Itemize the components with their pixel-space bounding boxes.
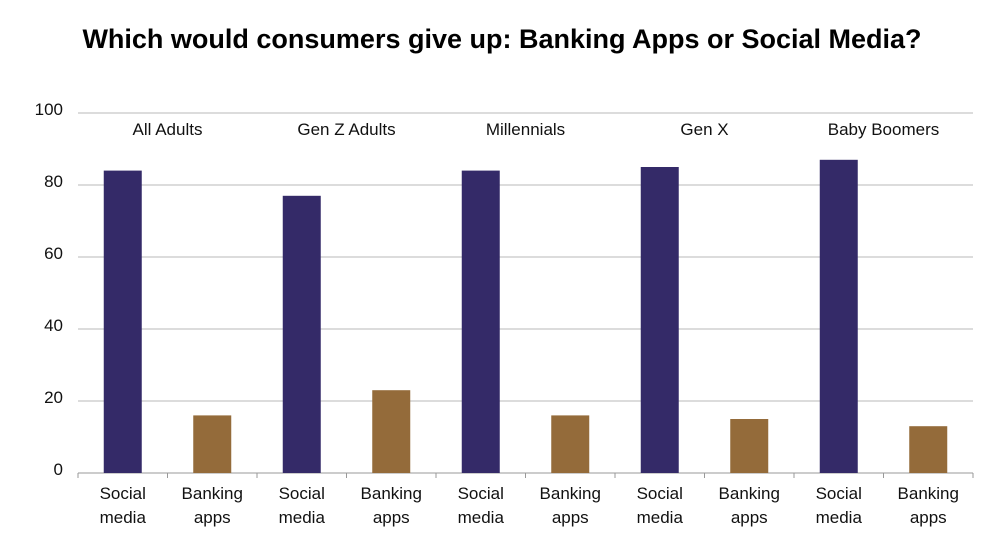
bar <box>282 195 321 474</box>
bar <box>551 415 590 473</box>
x-tick-label: media <box>458 508 505 527</box>
bar <box>103 170 142 473</box>
x-tick-label: Social <box>816 484 862 503</box>
x-tick-label: apps <box>194 508 231 527</box>
y-tick-label: 0 <box>54 460 63 479</box>
x-tick-label: Social <box>100 484 146 503</box>
group-label: Gen Z Adults <box>297 120 395 139</box>
bar <box>193 415 232 473</box>
x-tick-label: media <box>100 508 147 527</box>
x-tick-label: media <box>637 508 684 527</box>
chart-title: Which would consumers give up: Banking A… <box>82 24 922 54</box>
x-tick-label: media <box>816 508 863 527</box>
x-tick-label: apps <box>373 508 410 527</box>
bar <box>909 426 948 473</box>
group-label: All Adults <box>133 120 203 139</box>
x-tick-label: Banking <box>361 484 422 503</box>
y-tick-label: 40 <box>44 316 63 335</box>
bar <box>640 167 679 473</box>
x-tick-label: Social <box>279 484 325 503</box>
x-tick-label: media <box>279 508 326 527</box>
bar <box>372 390 411 473</box>
x-tick-label: apps <box>552 508 589 527</box>
x-tick-label: Social <box>458 484 504 503</box>
y-tick-label: 100 <box>35 100 63 119</box>
group-label: Gen X <box>680 120 728 139</box>
bar <box>730 419 769 473</box>
y-tick-label: 20 <box>44 388 63 407</box>
bar <box>819 159 858 474</box>
bar <box>461 170 500 473</box>
x-tick-label: apps <box>910 508 947 527</box>
group-label: Baby Boomers <box>828 120 940 139</box>
x-tick-label: Social <box>637 484 683 503</box>
y-tick-label: 80 <box>44 172 63 191</box>
x-tick-label: apps <box>731 508 768 527</box>
x-tick-label: Banking <box>182 484 243 503</box>
x-tick-label: Banking <box>719 484 780 503</box>
group-label: Millennials <box>486 120 565 139</box>
x-tick-label: Banking <box>540 484 601 503</box>
x-tick-label: Banking <box>898 484 959 503</box>
y-tick-label: 60 <box>44 244 63 263</box>
